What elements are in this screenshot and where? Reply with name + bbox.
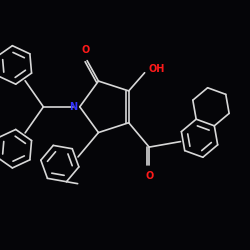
- Text: O: O: [145, 170, 153, 180]
- Text: OH: OH: [149, 64, 165, 74]
- Text: N: N: [69, 102, 78, 112]
- Text: O: O: [82, 46, 90, 56]
